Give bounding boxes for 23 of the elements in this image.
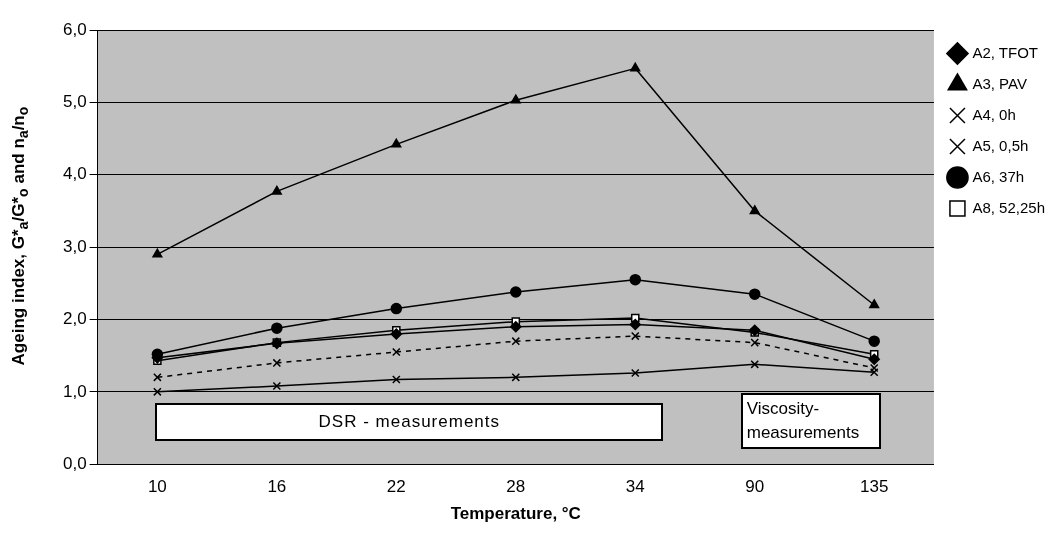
y-tick-label: 6,0 [62, 19, 87, 39]
x-tick-label: 10 [147, 477, 167, 497]
legend-label: A5, 0,5h [972, 136, 1029, 154]
note-box: DSR - measurements [155, 402, 664, 441]
x-tick-label: 34 [625, 477, 645, 497]
legend-label: A3, PAV [972, 74, 1027, 92]
x-tick-label: 90 [745, 477, 765, 497]
y-tick-label: 2,0 [62, 309, 87, 329]
y-tick-label: 0,0 [62, 453, 87, 473]
x-axis-title: Temperature, °C [450, 504, 581, 524]
x-tick-label: 135 [860, 477, 889, 497]
legend-label: A6, 37h [972, 167, 1025, 185]
y-tick-label: 4,0 [62, 164, 87, 184]
note-box: Viscosity-measurements [740, 393, 881, 450]
x-tick-label: 16 [267, 477, 287, 497]
legend-label: A2, TFOT [972, 43, 1039, 61]
x-tick-label: 22 [386, 477, 406, 497]
y-tick-label: 3,0 [62, 236, 87, 256]
x-tick-label: 28 [506, 477, 526, 497]
legend-label: A8, 52,25h [972, 198, 1045, 216]
y-tick-label: 1,0 [62, 381, 87, 401]
y-tick-label: 5,0 [62, 92, 87, 112]
legend-label: A4, 0h [972, 105, 1016, 123]
